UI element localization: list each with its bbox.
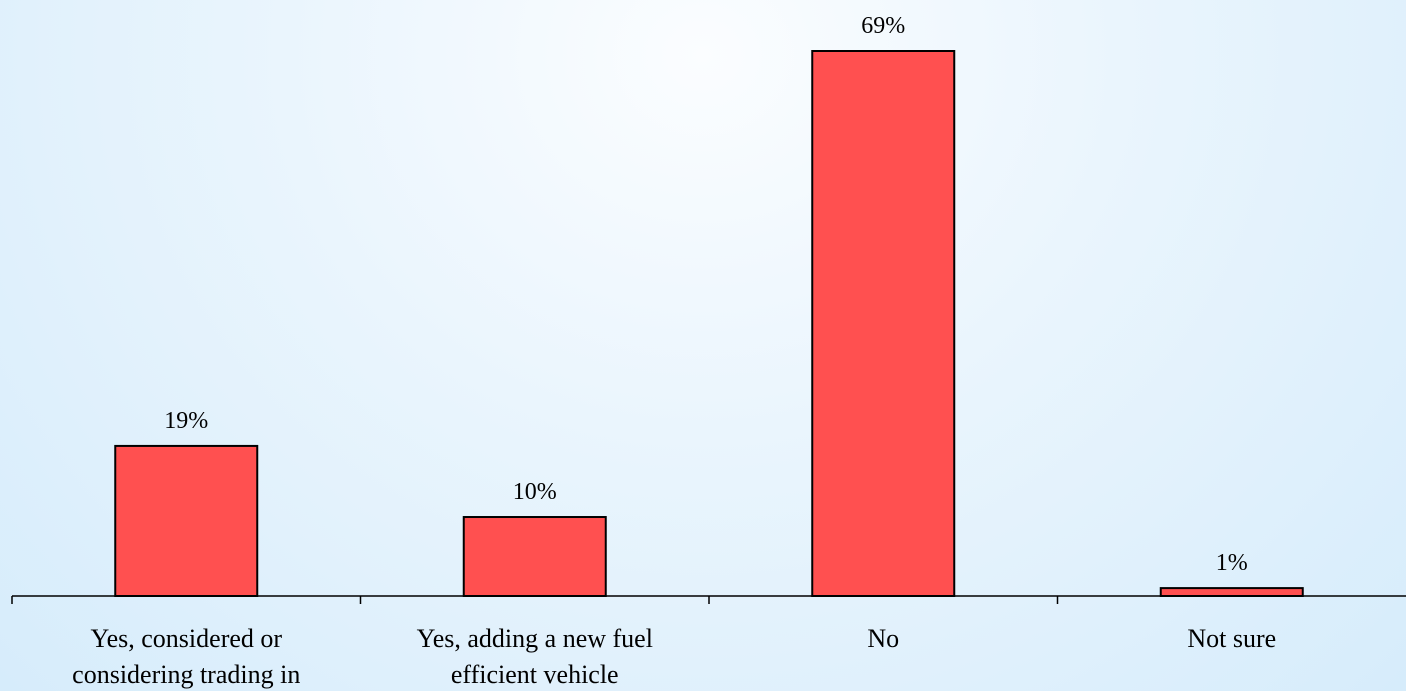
x-axis [11, 595, 1406, 604]
category-labels-group: Yes, considered or considering trading in… [72, 624, 1276, 689]
bar [462, 516, 607, 597]
category-label: No [867, 624, 899, 653]
category-label: considering trading in [72, 660, 300, 689]
bars-group [114, 50, 1304, 598]
category-label: Yes, considered or [90, 624, 282, 653]
bar [114, 444, 259, 598]
category-label: Not sure [1187, 624, 1276, 653]
bar-value-label: 69% [861, 13, 905, 39]
bar-value-label: 19% [164, 408, 208, 434]
category-label: efficient vehicle [451, 660, 619, 689]
bar [1159, 587, 1304, 597]
bar-value-label: 10% [513, 479, 557, 505]
bar-value-label: 1% [1216, 550, 1248, 576]
value-labels-group: 19% 10% 69% 1% [164, 13, 1248, 576]
bar [811, 50, 956, 597]
category-label: Yes, adding a new fuel [417, 624, 653, 653]
